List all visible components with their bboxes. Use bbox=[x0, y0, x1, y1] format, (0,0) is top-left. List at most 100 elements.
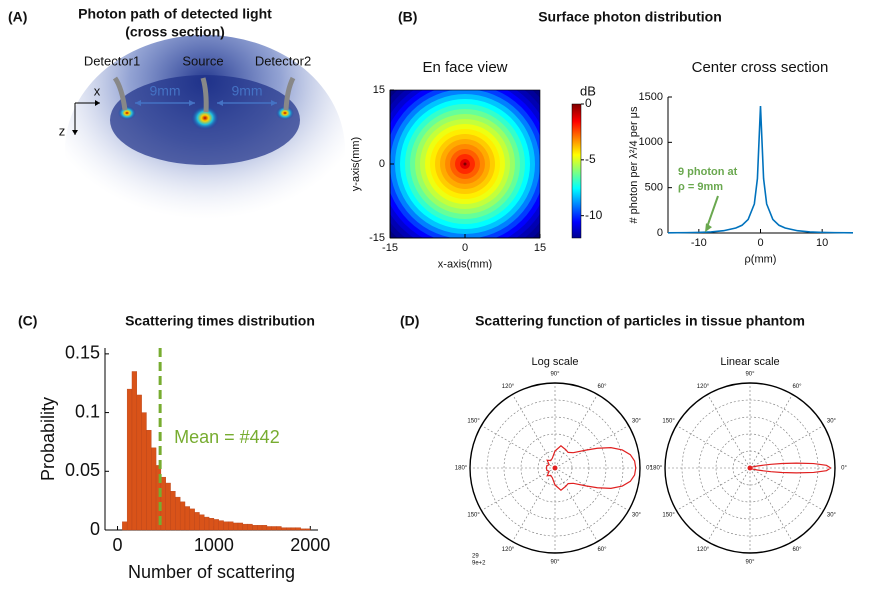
colorbar bbox=[571, 103, 582, 239]
y-tick-label: 1000 bbox=[639, 136, 663, 148]
bar bbox=[295, 527, 301, 531]
bar bbox=[228, 521, 234, 531]
bar bbox=[189, 508, 195, 531]
bar bbox=[204, 516, 210, 531]
angle-label: 30° bbox=[827, 513, 837, 519]
y-axis-label: Probability bbox=[38, 397, 58, 481]
y-tick-label: 0 bbox=[379, 158, 385, 170]
axis-note: 9e+2 bbox=[472, 561, 486, 567]
polar-ring bbox=[503, 416, 607, 520]
angle-label: 90° bbox=[745, 560, 755, 566]
probe-label: Detector1 bbox=[84, 53, 140, 68]
chart-title: Log scale bbox=[531, 356, 578, 368]
angle-label: 120° bbox=[697, 384, 710, 390]
heatmap bbox=[390, 90, 540, 238]
chart-title: (cross section) bbox=[125, 24, 225, 40]
chart-title: Photon path of detected light bbox=[78, 6, 272, 22]
angle-label: 60° bbox=[792, 384, 802, 390]
x-tick-label: 10 bbox=[816, 237, 828, 249]
probe-label: Detector2 bbox=[255, 53, 311, 68]
annotation: ρ = 9mm bbox=[678, 181, 723, 193]
polar-spoke bbox=[512, 467, 556, 542]
y-tick-label: 500 bbox=[645, 182, 663, 194]
colorbar-label: dB bbox=[580, 83, 596, 98]
polar-spoke bbox=[554, 394, 598, 469]
polar-frame bbox=[469, 382, 641, 554]
bar bbox=[175, 496, 181, 531]
bar bbox=[122, 521, 128, 531]
angle-label: 30° bbox=[632, 419, 642, 425]
bar bbox=[290, 527, 297, 531]
angle-label: 150° bbox=[467, 419, 480, 425]
bar bbox=[257, 525, 263, 531]
polar-spoke bbox=[554, 467, 598, 542]
polar-spoke bbox=[481, 425, 556, 469]
panel-title: Scattering function of particles in tiss… bbox=[475, 313, 805, 329]
angle-label: 0° bbox=[646, 466, 652, 472]
bar bbox=[170, 491, 176, 531]
polar-spoke bbox=[749, 394, 793, 469]
polar-spoke bbox=[707, 394, 751, 469]
y-tick-label: 0.05 bbox=[65, 460, 100, 480]
panel-label: (A) bbox=[8, 9, 27, 25]
angle-label: 150° bbox=[662, 419, 675, 425]
bar bbox=[247, 523, 253, 531]
polar-spoke bbox=[707, 467, 751, 542]
angle-label: 30° bbox=[827, 419, 837, 425]
bar bbox=[126, 388, 133, 531]
polar-spoke bbox=[481, 467, 556, 511]
angle-label: 60° bbox=[597, 547, 607, 553]
bar bbox=[285, 527, 292, 531]
angle-label: 180° bbox=[455, 466, 468, 472]
polar-spoke bbox=[554, 467, 629, 511]
angle-label: 60° bbox=[792, 547, 802, 553]
polar-spoke bbox=[749, 467, 793, 542]
x-axis-label: Number of scattering bbox=[128, 562, 295, 582]
chart-title: En face view bbox=[422, 59, 507, 76]
chart-title: Scattering times distribution bbox=[125, 313, 315, 329]
angle-label: 120° bbox=[697, 547, 710, 553]
colorbar-tick-label: 0 bbox=[585, 96, 592, 110]
bar bbox=[252, 525, 258, 531]
angle-label: 180° bbox=[650, 466, 663, 472]
plot-frame bbox=[389, 89, 541, 239]
bar bbox=[300, 528, 306, 531]
heat-ring bbox=[463, 162, 467, 166]
center-dot bbox=[552, 465, 558, 471]
y-tick-label: 0.15 bbox=[65, 343, 100, 363]
colorbar-tick-label: -10 bbox=[585, 208, 603, 222]
bar bbox=[199, 514, 205, 531]
polar-spoke bbox=[749, 425, 824, 469]
angle-label: 90° bbox=[550, 560, 560, 566]
angle-label: 90° bbox=[550, 372, 560, 378]
y-axis-label: # photon per λ²/4 per μs bbox=[628, 106, 640, 224]
panel-label: (C) bbox=[18, 313, 37, 329]
chart-title: Center cross section bbox=[692, 59, 829, 76]
polar-spoke bbox=[749, 467, 824, 511]
panel-title: Surface photon distribution bbox=[538, 9, 722, 25]
scattering-curve bbox=[545, 445, 637, 491]
y-tick-label: 0 bbox=[657, 227, 663, 239]
y-tick-label: 0 bbox=[90, 519, 100, 539]
x-tick-label: 0 bbox=[113, 535, 123, 555]
y-tick-label: 1500 bbox=[639, 91, 663, 103]
bar bbox=[208, 518, 215, 531]
distance-label: 9mm bbox=[149, 83, 180, 99]
bar bbox=[305, 528, 311, 531]
bar bbox=[131, 371, 138, 531]
axis-label: x bbox=[94, 83, 101, 98]
bar bbox=[223, 521, 229, 531]
x-tick-label: -10 bbox=[691, 237, 707, 249]
x-tick-label: -15 bbox=[382, 242, 398, 254]
bar bbox=[213, 519, 219, 531]
bar bbox=[237, 522, 244, 531]
polar-spoke bbox=[676, 425, 751, 469]
polar-ring bbox=[698, 416, 802, 520]
colorbar-tick-label: -5 bbox=[585, 152, 596, 166]
y-axis-label: y-axis(mm) bbox=[350, 137, 362, 191]
bar bbox=[146, 429, 152, 531]
x-tick-label: 0 bbox=[757, 237, 763, 249]
x-tick-label: 1000 bbox=[194, 535, 234, 555]
bar bbox=[242, 523, 248, 531]
